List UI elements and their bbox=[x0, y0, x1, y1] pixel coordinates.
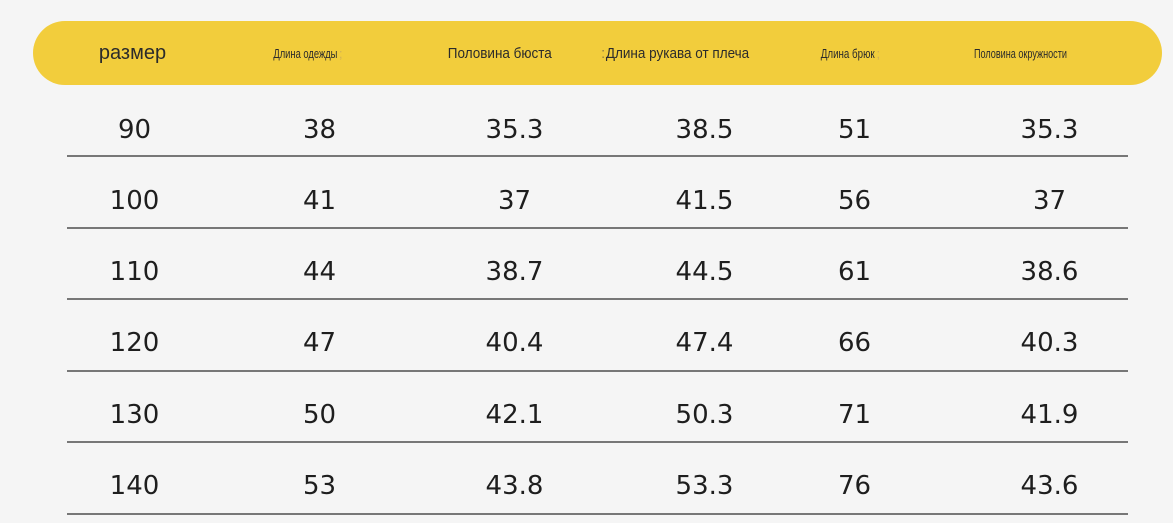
header-marker: ; bbox=[339, 45, 342, 61]
table-header-bar bbox=[33, 21, 1162, 85]
table-cell-garment-length: 38 bbox=[302, 115, 337, 145]
table-row: 90 38 35.3 38.5 51 35.3 bbox=[67, 94, 1128, 166]
table-cell-half-circumference: 41.9 bbox=[1020, 400, 1079, 430]
table-cell-garment-length: 50 bbox=[302, 400, 337, 430]
row-divider bbox=[67, 370, 1128, 372]
table-cell-half-circumference: 37 bbox=[1032, 186, 1067, 216]
table-cell-garment-length: 44 bbox=[302, 257, 337, 287]
table-cell-half-bust: 35.3 bbox=[485, 115, 544, 145]
table-cell-pants-length: 71 bbox=[837, 400, 872, 430]
column-header-half-bust: Половина бюста bbox=[420, 21, 580, 85]
row-divider bbox=[67, 227, 1128, 229]
table-row: 120 47 40.4 47.4 66 40.3 bbox=[67, 307, 1128, 379]
table-cell-size: 120 bbox=[109, 328, 160, 358]
table-row: 100 41 37 41.5 56 37 bbox=[67, 165, 1128, 237]
table-cell-half-circumference: 35.3 bbox=[1020, 115, 1079, 145]
table-cell-size: 140 bbox=[109, 471, 160, 501]
column-header-label: Длина одежды bbox=[273, 45, 338, 61]
row-divider bbox=[67, 298, 1128, 300]
column-header-label: размер bbox=[98, 41, 167, 64]
table-cell-pants-length: 76 bbox=[837, 471, 872, 501]
table-cell-sleeve-length: 44.5 bbox=[675, 257, 734, 287]
table-row: 140 53 43.8 53.3 76 43.6 bbox=[67, 450, 1128, 522]
table-cell-pants-length: 56 bbox=[837, 186, 872, 216]
table-cell-sleeve-length: 41.5 bbox=[675, 186, 734, 216]
table-cell-half-circumference: 43.6 bbox=[1020, 471, 1079, 501]
table-cell-half-circumference: 40.3 bbox=[1020, 328, 1079, 358]
table-cell-size: 110 bbox=[109, 257, 160, 287]
table-cell-size: 100 bbox=[109, 186, 160, 216]
table-cell-half-bust: 42.1 bbox=[485, 400, 544, 430]
column-header-label: Половина окружности bbox=[973, 45, 1067, 61]
column-header-pants-length: Длина брюк; bbox=[790, 21, 910, 85]
column-header-label: Длина рукава от плеча bbox=[605, 44, 749, 62]
table-cell-size: 90 bbox=[117, 115, 152, 145]
table-cell-garment-length: 41 bbox=[302, 186, 337, 216]
table-cell-sleeve-length: 53.3 bbox=[675, 471, 734, 501]
column-header-half-circumference: Половина окружности bbox=[935, 21, 1105, 85]
table-cell-size: 130 bbox=[109, 400, 160, 430]
row-divider bbox=[67, 513, 1128, 515]
table-cell-half-bust: 43.8 bbox=[485, 471, 544, 501]
table-cell-sleeve-length: 38.5 bbox=[675, 115, 734, 145]
table-cell-sleeve-length: 47.4 bbox=[675, 328, 734, 358]
column-header-label: Длина брюк bbox=[820, 45, 875, 61]
table-row: 130 50 42.1 50.3 71 41.9 bbox=[67, 379, 1128, 451]
table-cell-pants-length: 51 bbox=[837, 115, 872, 145]
table-row: 110 44 38.7 44.5 61 38.6 bbox=[67, 236, 1128, 308]
header-marker: : bbox=[601, 44, 605, 62]
column-header-label: Половина бюста bbox=[447, 44, 553, 62]
row-divider bbox=[67, 441, 1128, 443]
table-cell-half-circumference: 38.6 bbox=[1020, 257, 1079, 287]
column-header-sleeve-length: :Длина рукава от плеча bbox=[575, 21, 775, 85]
table-cell-garment-length: 53 bbox=[302, 471, 337, 501]
table-cell-half-bust: 40.4 bbox=[485, 328, 544, 358]
column-header-size: размер bbox=[70, 21, 195, 85]
table-cell-pants-length: 66 bbox=[837, 328, 872, 358]
column-header-garment-length: Длина одежды; bbox=[245, 21, 370, 85]
table-cell-garment-length: 47 bbox=[302, 328, 337, 358]
row-divider bbox=[67, 155, 1128, 157]
header-marker: ; bbox=[876, 45, 880, 61]
table-cell-half-bust: 37 bbox=[497, 186, 532, 216]
table-cell-half-bust: 38.7 bbox=[485, 257, 544, 287]
table-cell-pants-length: 61 bbox=[837, 257, 872, 287]
table-cell-sleeve-length: 50.3 bbox=[675, 400, 734, 430]
